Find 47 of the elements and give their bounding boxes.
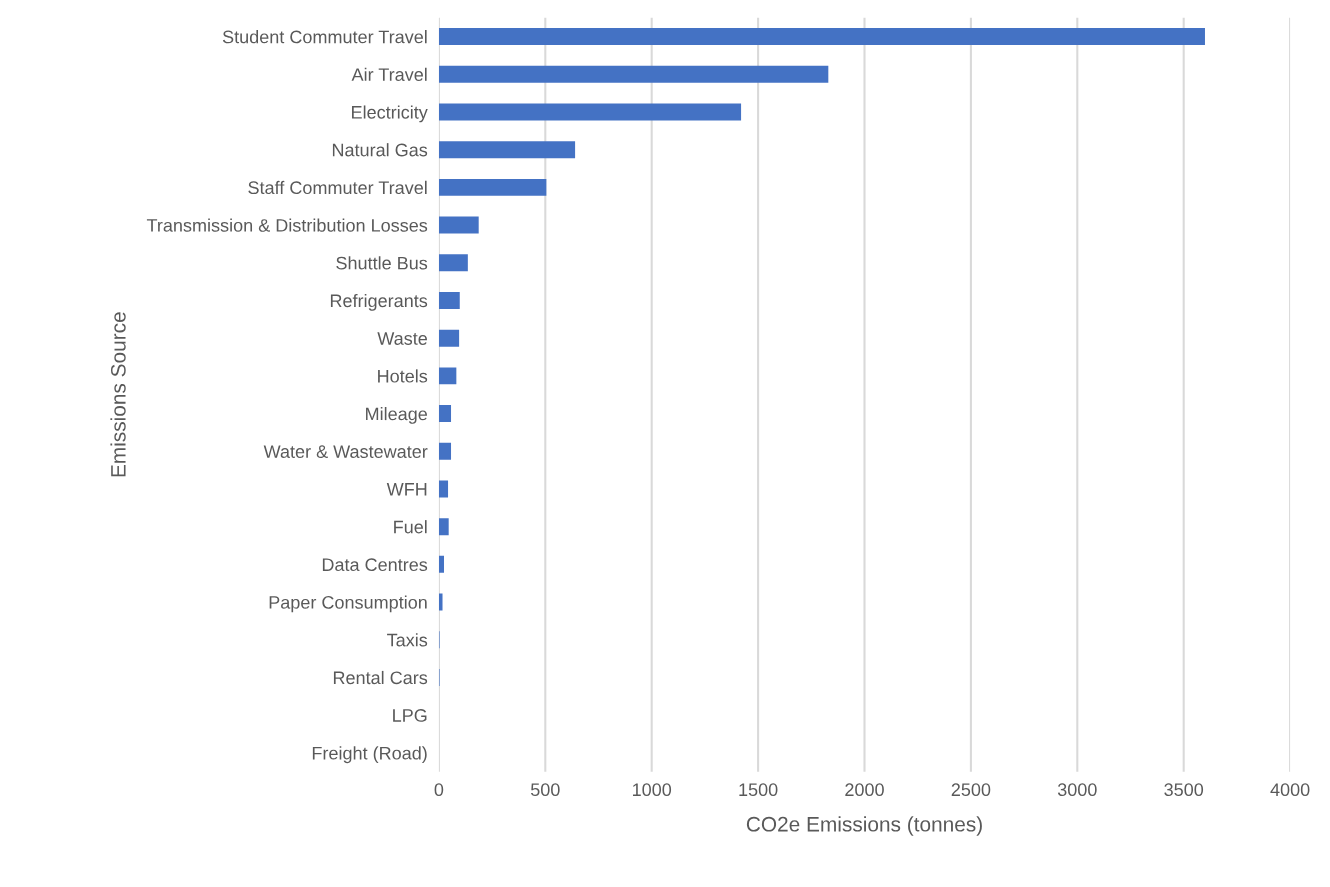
y-tick-label: Data Centres — [322, 558, 428, 572]
y-tick-label: Air Travel — [351, 67, 427, 82]
bar — [438, 555, 445, 573]
y-tick-label: Fuel — [394, 520, 427, 534]
x-axis-title: CO2e Emissions (tonnes) — [746, 816, 982, 836]
bar — [438, 367, 457, 385]
y-axis-title: Emissions Source — [110, 312, 126, 477]
y-tick-label: Water & Wastewater — [263, 445, 428, 458]
y-tick-label: Shuttle Bus — [336, 256, 428, 270]
y-tick-label: Electricity — [352, 105, 428, 123]
y-tick-label: Student Commuter Travel — [222, 30, 427, 44]
bar — [438, 518, 449, 536]
y-tick-label: Rental Cars — [333, 670, 428, 685]
bar — [438, 329, 460, 347]
x-tick-label: 3000 — [1057, 783, 1097, 797]
y-tick-label: Freight (Road) — [312, 746, 427, 764]
bar — [438, 28, 1205, 46]
x-tick-label: 2000 — [845, 783, 884, 797]
y-tick-label: Natural Gas — [332, 143, 428, 157]
x-tick-label: 3500 — [1164, 783, 1204, 797]
bar — [438, 178, 547, 196]
bar — [438, 103, 742, 121]
y-tick-label: Staff Commuter Travel — [248, 180, 427, 195]
y-tick-label: Paper Consumption — [269, 595, 427, 613]
y-tick-label: LPG — [393, 709, 427, 722]
y-tick-label: Transmission & Distribution Losses — [146, 218, 428, 232]
x-tick-label: 2500 — [951, 783, 991, 797]
x-tick-label: 500 — [530, 783, 560, 797]
bar — [438, 442, 452, 460]
x-tick-label: 0 — [434, 783, 444, 797]
bar — [438, 480, 449, 498]
y-tick-label: Taxis — [387, 633, 428, 647]
bar — [438, 405, 452, 423]
bar — [438, 291, 460, 309]
y-tick-label: Refrigerants — [330, 293, 428, 311]
y-tick-label: WFH — [386, 483, 427, 496]
bar — [438, 65, 829, 83]
bar — [438, 593, 443, 611]
bar — [438, 216, 479, 234]
bar — [438, 141, 576, 159]
x-tick-label: 1000 — [633, 783, 672, 797]
x-tick-label: 4000 — [1270, 783, 1310, 797]
y-tick-label: Mileage — [366, 407, 427, 424]
y-tick-label: Hotels — [378, 369, 428, 383]
x-tick-label: 1500 — [739, 783, 778, 797]
bar — [438, 254, 468, 272]
y-tick-label: Waste — [377, 332, 427, 345]
